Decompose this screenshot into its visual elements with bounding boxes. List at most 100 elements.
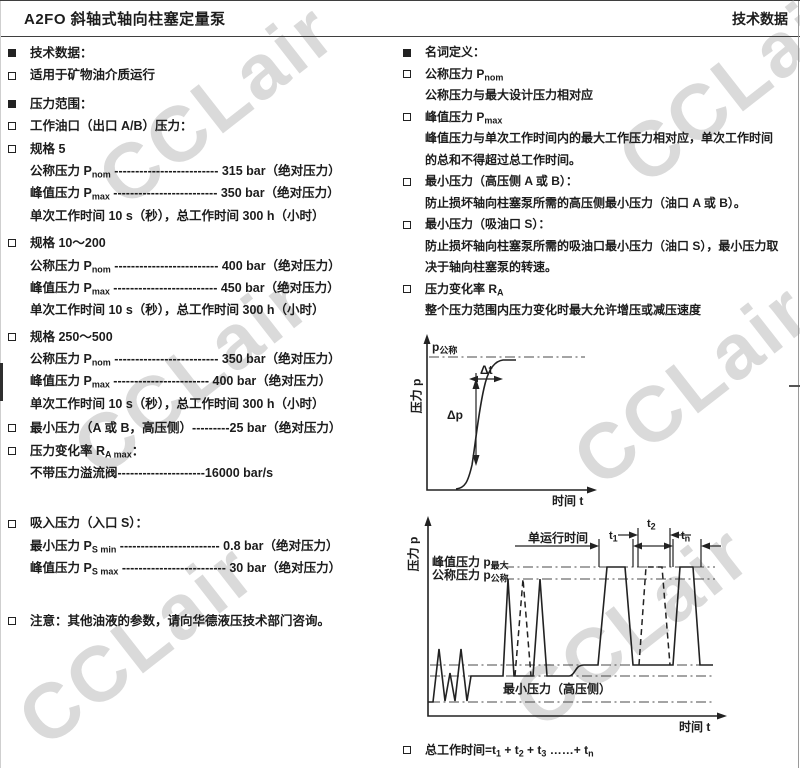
- detail-line: 整个压力范围内压力变化时最大允许增压或减压速度: [403, 300, 800, 322]
- text-segment: ……+ t: [546, 742, 589, 757]
- hollow-square-bullet-icon: [8, 71, 16, 80]
- filled-square-bullet-icon: [403, 48, 411, 57]
- x-axis-arrow-icon: [717, 712, 727, 719]
- page-content: 技术数据： 适用于矿物油介质运行 压力范围： 工作油口（出口 A/B）压力： 规格 5 公…: [0, 37, 800, 761]
- subscript-text: 2: [518, 748, 524, 758]
- text-segment: 峰值压力 P: [30, 186, 92, 201]
- detail-line: 的总和不得超过总工作时间。: [403, 150, 800, 172]
- detail-line: 防止损坏轴向柱塞泵所需的吸油口最小压力（油口 S），最小压力取: [403, 236, 800, 258]
- hollow-square-bullet-icon: [8, 616, 16, 625]
- hollow-square-bullet-icon: [8, 424, 16, 433]
- text-segment: 压力范围：: [30, 96, 93, 111]
- dashed-peak-alt: [514, 578, 532, 676]
- t2-label: t2: [647, 517, 656, 531]
- t1-label: t1: [609, 529, 618, 543]
- list-item: 工作油口（出口 A/B）压力：: [8, 115, 403, 137]
- detail-line: 最小压力 PS min ------------------------ 0.8…: [8, 535, 403, 557]
- filled-square-bullet-icon: [8, 49, 16, 58]
- text-segment: 不带压力溢流阀---------------------16000 bar/s: [30, 466, 274, 481]
- header-section-label: 技术数据: [732, 10, 788, 27]
- hollow-square-bullet-icon: [403, 746, 411, 755]
- text-segment: + t: [501, 742, 519, 757]
- section-heading: 压力范围：: [8, 93, 403, 115]
- hollow-square-bullet-icon: [403, 177, 411, 186]
- text-segment: + t: [523, 742, 542, 757]
- text-segment: 公称压力 P: [425, 66, 485, 81]
- list-item: 压力变化率 RA max：: [8, 440, 403, 462]
- text-segment: ------------------------- 400 bar（绝对压力）: [110, 258, 341, 273]
- pressure-curve: [455, 358, 516, 490]
- text-segment: 决于轴向柱塞泵的转速。: [425, 260, 558, 274]
- duty-cycle-plot: [424, 515, 727, 719]
- text-segment: 最小压力 P: [30, 538, 92, 553]
- text-segment: 公称压力 P: [30, 258, 92, 273]
- hollow-square-bullet-icon: [8, 446, 16, 455]
- page-header: A2FO 斜轴式轴向柱塞定量泵 技术数据: [0, 1, 800, 37]
- list-item: 公称压力 Pnom: [403, 64, 800, 86]
- total-time-formula-wrap: 总工作时间=t1 + t2 + t3 ……+ tn: [403, 740, 800, 762]
- text-segment: 吸入压力（入口 S）：: [30, 516, 149, 531]
- subscript-text: nom: [484, 72, 504, 82]
- text-segment: 整个压力范围内压力变化时最大允许增压或减压速度: [425, 303, 702, 317]
- text-segment: ------------------------- 350 bar（绝对压力）: [110, 352, 341, 367]
- list-item: 注意：其他油液的参数，请向华德液压技术部门咨询。: [8, 610, 403, 632]
- right-column: 名词定义： 公称压力 Pnom 公称压力与最大设计压力相对应 峰值压力 Pmax 峰值压…: [403, 42, 800, 761]
- text-segment: 峰值压力 P: [425, 109, 485, 124]
- hollow-square-bullet-icon: [8, 144, 16, 153]
- list-item: 适用于矿物油介质运行: [8, 64, 403, 86]
- text-segment: 峰值压力 P: [30, 561, 92, 576]
- subscript-text: 1: [496, 748, 502, 758]
- text-segment: 适用于矿物油介质运行: [30, 68, 156, 83]
- subscript-text: nom: [91, 357, 111, 368]
- text-segment: ------------------------- 315 bar（绝对压力）: [110, 163, 341, 178]
- detail-line: 公称压力 Pnom ------------------------- 400 …: [8, 255, 403, 277]
- y-axis-label: 压力 p: [406, 536, 421, 571]
- list-item: 最小压力（吸油口 S）：: [403, 214, 800, 236]
- axes: [426, 339, 591, 491]
- detail-line: 峰值压力 Pmax ------------------------- 350 …: [8, 182, 403, 204]
- section-heading: 名词定义：: [403, 42, 800, 64]
- text-segment: 技术数据：: [30, 46, 93, 60]
- text-segment: 规格 5: [30, 141, 66, 156]
- subscript-text: max: [91, 191, 110, 202]
- text-segment: 公称压力 P: [30, 352, 92, 367]
- text-segment: ------------------------- 350 bar（绝对压力）: [109, 186, 340, 201]
- text-segment: 总工作时间=t: [425, 742, 497, 757]
- single-run-time-label: 单运行时间: [528, 530, 589, 545]
- text-segment: 压力变化率 R: [425, 281, 498, 296]
- hollow-square-bullet-icon: [8, 239, 16, 248]
- left-edge-registration-mark: [0, 363, 3, 401]
- detail-line: 单次工作时间 10 s（秒），总工作时间 300 h（小时）: [8, 393, 403, 415]
- left-column: 技术数据： 适用于矿物油介质运行 压力范围： 工作油口（出口 A/B）压力： 规格 5 公…: [0, 42, 403, 761]
- x-axis-label: 时间 t: [679, 719, 711, 734]
- subscript-text: max: [91, 286, 110, 297]
- subscript-text: A max: [105, 449, 132, 460]
- hollow-square-bullet-icon: [8, 122, 16, 131]
- list-item: 峰值压力 Pmax: [403, 107, 800, 129]
- list-item: 最小压力（A 或 B，高压侧）---------25 bar（绝对压力）: [8, 417, 403, 439]
- text-segment: 单次工作时间 10 s（秒），总工作时间 300 h（小时）: [30, 396, 325, 411]
- text-segment: 最小压力（吸油口 S）：: [425, 217, 551, 231]
- text-segment: 工作油口（出口 A/B）压力：: [30, 119, 193, 134]
- detail-line: 公称压力 Pnom ------------------------- 315 …: [8, 160, 403, 182]
- text-segment: 的总和不得超过总工作时间。: [425, 152, 582, 167]
- detail-line: 公称压力 Pnom ------------------------- 350 …: [8, 348, 403, 370]
- text-segment: 防止损坏轴向柱塞泵所需的高压侧最小压力（油口 A 或 B）。: [425, 195, 746, 210]
- hollow-square-bullet-icon: [403, 285, 411, 294]
- x-axis-label: 时间 t: [552, 493, 584, 508]
- detail-line: 防止损坏轴向柱塞泵所需的高压侧最小压力（油口 A 或 B）。: [403, 193, 800, 215]
- detail-line: 峰值压力 PS max ------------------------- 30…: [8, 557, 403, 579]
- section-heading: 技术数据：: [8, 42, 403, 64]
- detail-line: 峰值压力与单次工作时间内的最大工作压力相对应，单次工作时间: [403, 128, 800, 150]
- text-segment: ------------------------ 0.8 bar（绝对压力）: [116, 538, 339, 553]
- detail-line: 峰值压力 Pmax ------------------------- 450 …: [8, 277, 403, 299]
- definitions-list: 名词定义： 公称压力 Pnom 公称压力与最大设计压力相对应 峰值压力 Pmax 峰值压…: [403, 42, 800, 322]
- text-segment: 最小压力（高压侧 A 或 B）：: [425, 174, 578, 188]
- filled-square-bullet-icon: [8, 99, 16, 108]
- peak-pressure-label: 峰值压力 p最大: [432, 554, 509, 570]
- y-axis-arrow-icon: [423, 333, 431, 344]
- pressure-rate-plot: [423, 333, 597, 493]
- y-axis-arrow-icon: [424, 515, 432, 526]
- y-axis-label: 压力 p: [409, 378, 424, 413]
